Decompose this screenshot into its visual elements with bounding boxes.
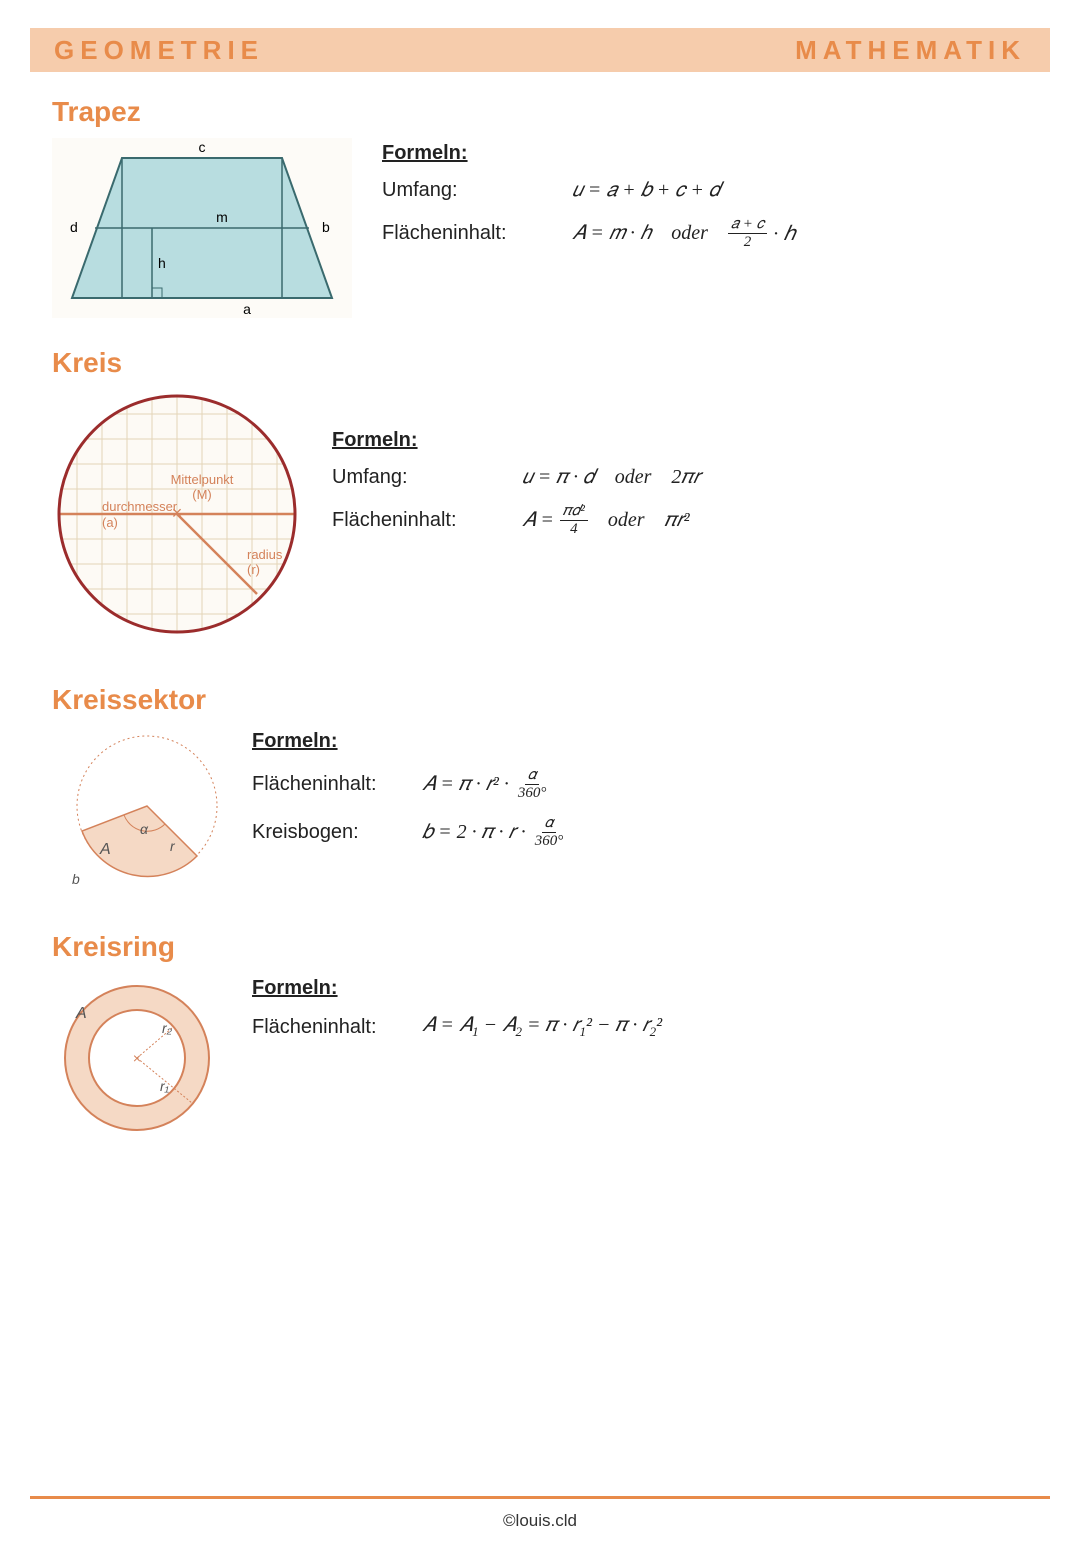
section-title-trapez: Trapez xyxy=(52,96,1028,128)
label-m: m xyxy=(216,209,228,225)
label-alpha: α xyxy=(140,821,149,837)
label-r1: r₁ xyxy=(160,1078,170,1094)
label-b: b xyxy=(322,219,330,235)
formula-math: 𝑏 = 2 · 𝜋 · 𝑟 · 𝛼360° xyxy=(422,815,566,849)
footer-text: ©louis.cld xyxy=(0,1511,1080,1531)
formula-label: Umfang: xyxy=(382,179,572,202)
page-content: Trapez c b d a m h xyxy=(0,96,1080,1148)
label-d: d xyxy=(70,219,78,235)
formula-label: Flächeninhalt: xyxy=(252,1016,422,1039)
label-durchmesser2: (a) xyxy=(102,515,118,530)
formula-math: 𝐴 = 𝑚 · ℎ oder 𝑎 + 𝑐2 · ℎ xyxy=(572,216,796,250)
kreis-diagram: × Mittelpunkt (M) durchmesser (a) radius… xyxy=(52,389,302,644)
label-r2: r₂ xyxy=(162,1020,173,1036)
kreissektor-diagram: α A r b xyxy=(52,726,222,901)
formula-label: Flächeninhalt: xyxy=(332,509,522,532)
trapez-formulas: Formeln: Umfang: 𝑢 = 𝑎 + 𝑏 + 𝑐 + 𝑑 Fläch… xyxy=(382,138,1028,264)
formula-heading: Formeln: xyxy=(332,429,1028,452)
label-mittelpunkt: Mittelpunkt xyxy=(171,472,234,487)
formula-heading: Formeln: xyxy=(382,142,1028,165)
formula-heading: Formeln: xyxy=(252,977,1028,1000)
label-durchmesser: durchmesser xyxy=(102,499,178,514)
trapez-diagram: c b d a m h xyxy=(52,138,352,323)
kreisring-diagram: × A r₂ r₁ xyxy=(52,973,222,1148)
formula-label: Flächeninhalt: xyxy=(252,773,422,796)
formula-row: Flächeninhalt: 𝐴 = 𝑚 · ℎ oder 𝑎 + 𝑐2 · ℎ xyxy=(382,216,1028,250)
formula-row: Flächeninhalt: 𝐴 = 𝐴1 − 𝐴2 = 𝜋 · 𝑟1² − 𝜋… xyxy=(252,1014,1028,1040)
kreis-row: × Mittelpunkt (M) durchmesser (a) radius… xyxy=(52,389,1028,644)
section-title-kreissektor: Kreissektor xyxy=(52,684,1028,716)
formula-row: Umfang: 𝑢 = 𝑎 + 𝑏 + 𝑐 + 𝑑 xyxy=(382,179,1028,202)
label-mittelpunkt2: (M) xyxy=(192,487,212,502)
formula-row: Flächeninhalt: 𝐴 = 𝜋𝑑²4 oder 𝜋𝑟² xyxy=(332,503,1028,537)
section-title-kreisring: Kreisring xyxy=(52,931,1028,963)
footer-line xyxy=(30,1496,1050,1499)
label-c: c xyxy=(199,139,206,155)
formula-math: 𝐴 = 𝜋𝑑²4 oder 𝜋𝑟² xyxy=(522,503,690,537)
trapez-row: c b d a m h Formeln: Umfang: 𝑢 = 𝑎 + 𝑏 +… xyxy=(52,138,1028,323)
label-h: h xyxy=(158,255,166,271)
formula-label: Kreisbogen: xyxy=(252,821,422,844)
kreisring-formulas: Formeln: Flächeninhalt: 𝐴 = 𝐴1 − 𝐴2 = 𝜋 … xyxy=(252,973,1028,1054)
section-title-kreis: Kreis xyxy=(52,347,1028,379)
label-A: A xyxy=(75,1005,87,1022)
header-right: MATHEMATIK xyxy=(795,35,1026,66)
formula-math: 𝐴 = 𝐴1 − 𝐴2 = 𝜋 · 𝑟1² − 𝜋 · 𝑟2² xyxy=(422,1014,662,1040)
kreissektor-row: α A r b Formeln: Flächeninhalt: 𝐴 = 𝜋 · … xyxy=(52,726,1028,901)
formula-math: 𝑢 = 𝑎 + 𝑏 + 𝑐 + 𝑑 xyxy=(572,179,720,202)
header-left: GEOMETRIE xyxy=(54,35,264,66)
label-b: b xyxy=(72,871,80,887)
formula-label: Flächeninhalt: xyxy=(382,222,572,245)
formula-row: Umfang: 𝑢 = 𝜋 · 𝑑 oder 2𝜋𝑟 xyxy=(332,466,1028,489)
label-A: A xyxy=(99,841,111,858)
formula-row: Kreisbogen: 𝑏 = 2 · 𝜋 · 𝑟 · 𝛼360° xyxy=(252,815,1028,849)
kreis-formulas: Formeln: Umfang: 𝑢 = 𝜋 · 𝑑 oder 2𝜋𝑟 Fläc… xyxy=(332,389,1028,551)
kreissektor-formulas: Formeln: Flächeninhalt: 𝐴 = 𝜋 · 𝑟² · 𝛼36… xyxy=(252,726,1028,863)
header-bar: GEOMETRIE MATHEMATIK xyxy=(30,28,1050,72)
formula-math: 𝐴 = 𝜋 · 𝑟² · 𝛼360° xyxy=(422,767,549,801)
formula-label: Umfang: xyxy=(332,466,522,489)
kreisring-row: × A r₂ r₁ Formeln: Flächeninhalt: 𝐴 = 𝐴1… xyxy=(52,973,1028,1148)
formula-math: 𝑢 = 𝜋 · 𝑑 oder 2𝜋𝑟 xyxy=(522,466,700,489)
label-radius: radius xyxy=(247,547,283,562)
label-radius2: (r) xyxy=(247,562,260,577)
formula-row: Flächeninhalt: 𝐴 = 𝜋 · 𝑟² · 𝛼360° xyxy=(252,767,1028,801)
label-a: a xyxy=(243,301,251,317)
formula-heading: Formeln: xyxy=(252,730,1028,753)
